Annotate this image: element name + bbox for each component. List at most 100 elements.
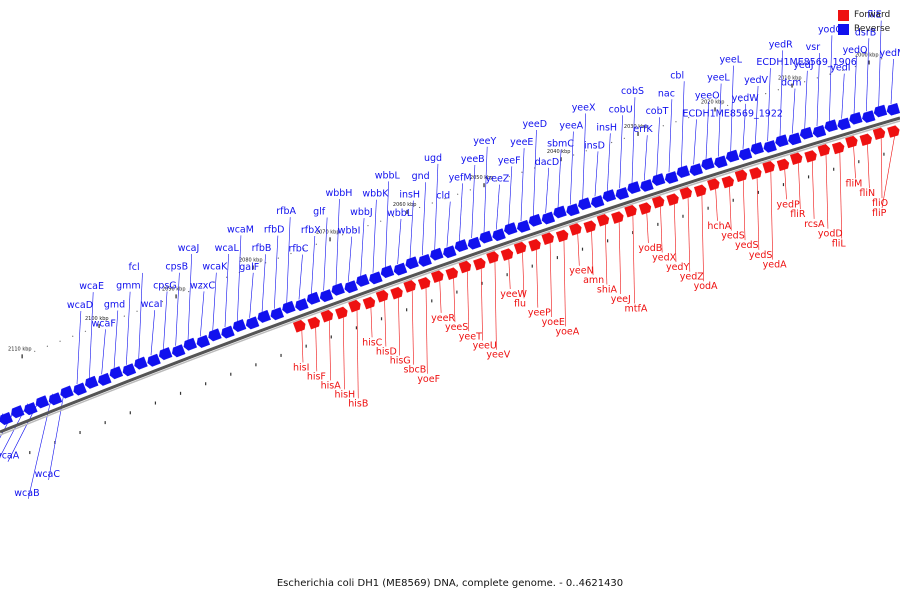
reverse-gene-arrow: [775, 134, 789, 148]
legend: Forward Reverse: [838, 8, 890, 36]
tick-dot: [213, 281, 215, 283]
tick-dot: [688, 117, 690, 119]
reverse-gene-label: yedW: [732, 93, 759, 104]
forward-connector: [467, 271, 470, 332]
forward-gene-arrow: [707, 178, 720, 191]
reverse-gene-label: yedJ: [793, 60, 813, 71]
reverse-gene-arrow: [615, 187, 630, 200]
reverse-gene-arrow: [380, 265, 395, 279]
forward-gene-label: fliN: [859, 188, 875, 199]
lower-tick: [305, 344, 307, 348]
reverse-connector: [323, 217, 328, 291]
forward-gene-label: yoeF: [417, 374, 440, 385]
forward-gene-label: yoeE: [542, 317, 565, 328]
forward-gene-arrow: [555, 229, 569, 243]
forward-gene-label: sbcB: [404, 365, 427, 376]
lower-tick: [79, 431, 81, 435]
forward-gene-arrow: [541, 232, 554, 245]
reverse-connector: [348, 236, 353, 282]
forward-connector: [315, 325, 318, 372]
forward-gene-arrow: [789, 152, 803, 165]
reverse-connector: [582, 113, 586, 201]
reverse-connector: [397, 218, 402, 264]
reverse-gene-arrow: [270, 307, 285, 321]
reverse-connector: [385, 181, 389, 269]
tick-dot: [72, 335, 74, 337]
reverse-gene-label: cobU: [609, 104, 633, 115]
lower-tick: [330, 335, 332, 339]
forward-gene-label: yedX: [652, 253, 676, 264]
reverse-gene-arrow: [541, 211, 556, 225]
forward-connector: [563, 238, 566, 327]
forward-connector: [632, 215, 635, 304]
forward-connector: [370, 305, 373, 338]
forward-gene-arrow: [887, 125, 900, 138]
tick-mark: [868, 60, 870, 65]
reverse-gene-arrow: [701, 157, 715, 171]
forward-gene-arrow: [403, 280, 416, 293]
reverse-gene-arrow: [824, 119, 838, 133]
forward-gene-arrow: [320, 309, 334, 323]
tick-dot: [611, 141, 613, 144]
tick-mark: [406, 209, 408, 214]
tick-label: 2040 kbp: [547, 149, 571, 155]
tick-dot: [662, 125, 664, 127]
tick-label: 2060 kbp: [393, 202, 417, 208]
reverse-gene-label: erfK: [633, 124, 653, 135]
forward-gene-arrow: [624, 204, 637, 218]
reverse-connector: [693, 119, 697, 165]
reverse-gene-arrow: [0, 411, 13, 426]
forward-gene-arrow: [762, 160, 775, 174]
tick-label: 2050 kbp: [470, 175, 494, 181]
forward-gene-arrow: [307, 316, 320, 330]
forward-connector: [839, 150, 843, 239]
reverse-connector: [48, 388, 65, 480]
tick-dot: [727, 104, 729, 107]
forward-gene-label: yedS: [721, 231, 745, 242]
forward-connector: [411, 290, 414, 365]
reverse-connector: [237, 235, 242, 323]
reverse-swatch: [838, 23, 849, 35]
reverse-gene-arrow: [356, 273, 370, 287]
reverse-connector: [434, 163, 439, 251]
reverse-gene-arrow: [282, 300, 296, 314]
reverse-gene-arrow: [134, 356, 148, 370]
reverse-gene-arrow: [479, 230, 493, 244]
reverse-gene-arrow: [590, 195, 605, 208]
tick-mark: [98, 323, 100, 328]
reverse-gene-label: rfbD: [264, 225, 285, 236]
forward-connector: [618, 219, 622, 295]
reverse-gene-arrow: [849, 112, 863, 125]
reverse-gene-label: cobT: [646, 106, 669, 117]
reverse-gene-arrow: [738, 147, 753, 161]
reverse-gene-label: vsr: [806, 42, 821, 53]
reverse-gene-label: gmd: [104, 300, 125, 311]
forward-connector: [549, 242, 552, 317]
forward-gene-arrow: [749, 167, 762, 180]
reverse-gene-label: wcaF: [92, 318, 116, 329]
forward-gene-label: hchA: [707, 221, 731, 232]
reverse-gene-label: wcaA: [0, 451, 20, 462]
reverse-gene-label: wbbL: [387, 208, 413, 219]
forward-gene-label: hisD: [376, 346, 397, 357]
lower-tick: [205, 382, 207, 386]
tick-dot: [123, 315, 125, 317]
reverse-connector: [767, 68, 771, 142]
reverse-gene-arrow: [405, 256, 419, 270]
reverse-connector: [422, 182, 426, 256]
reverse-gene-label: yeeX: [572, 102, 596, 113]
tick-dot: [765, 93, 767, 95]
forward-gene-label: yeeJ: [611, 294, 631, 305]
reverse-gene-arrow: [344, 280, 358, 294]
tick-dot: [419, 206, 421, 209]
lower-tick: [807, 175, 810, 179]
reverse-gene-arrow: [48, 392, 63, 406]
reverse-connector: [668, 99, 673, 173]
forward-connector: [536, 247, 539, 308]
reverse-connector: [76, 311, 82, 385]
forward-connector: [384, 300, 387, 347]
forward-gene-arrow: [817, 144, 831, 157]
reverse-connector: [0, 413, 4, 420]
forward-gene-label: yeeR: [431, 313, 455, 324]
forward-gene-arrow: [292, 319, 306, 333]
